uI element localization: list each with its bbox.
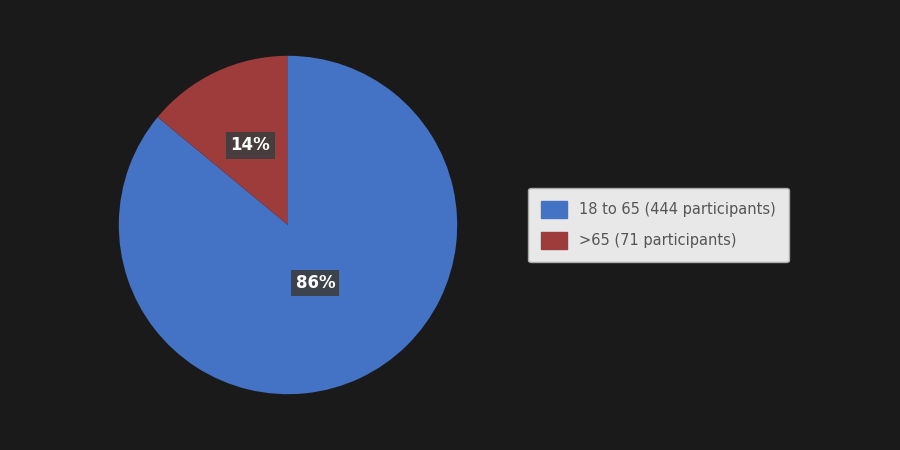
Legend: 18 to 65 (444 participants), >65 (71 participants): 18 to 65 (444 participants), >65 (71 par… bbox=[528, 188, 789, 262]
Wedge shape bbox=[119, 56, 457, 394]
Text: 86%: 86% bbox=[295, 274, 335, 292]
Wedge shape bbox=[158, 56, 288, 225]
Text: 14%: 14% bbox=[230, 136, 270, 154]
